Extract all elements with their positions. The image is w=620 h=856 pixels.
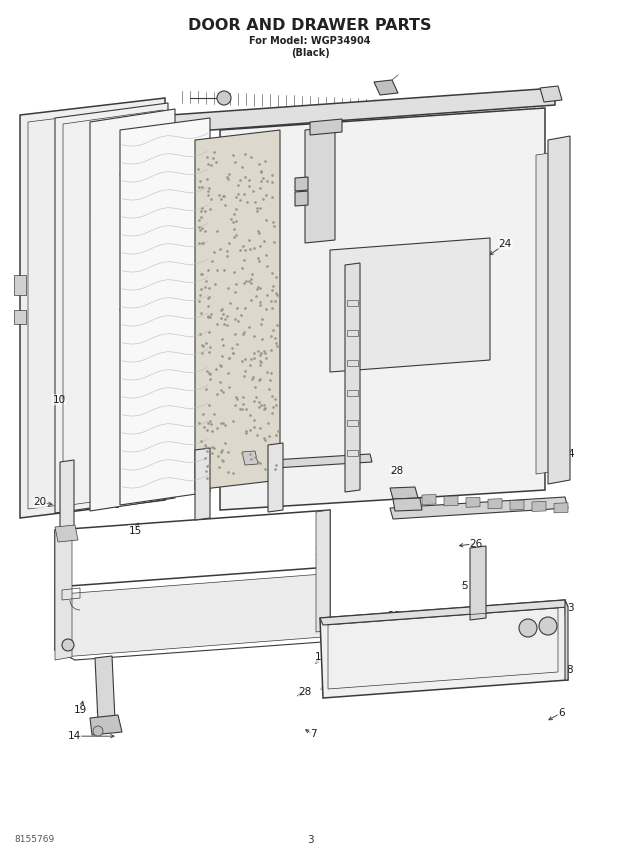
Text: For Model: WGP34904: For Model: WGP34904 — [249, 36, 371, 46]
Polygon shape — [320, 600, 568, 625]
Polygon shape — [268, 443, 283, 512]
Text: 9: 9 — [202, 372, 208, 382]
Bar — [347, 390, 358, 396]
Bar — [347, 450, 358, 456]
Text: 3: 3 — [307, 835, 313, 845]
Text: 12: 12 — [321, 680, 334, 690]
Text: 6: 6 — [558, 708, 564, 718]
Polygon shape — [548, 136, 570, 484]
Polygon shape — [90, 715, 122, 735]
Text: (Black): (Black) — [291, 48, 329, 58]
Text: 8: 8 — [566, 665, 572, 675]
Text: 20: 20 — [33, 497, 47, 508]
Text: 8155769: 8155769 — [14, 835, 55, 845]
Bar — [347, 360, 358, 366]
Text: 16: 16 — [108, 500, 122, 510]
Polygon shape — [390, 497, 568, 519]
Text: 21: 21 — [314, 547, 328, 557]
Polygon shape — [422, 495, 436, 504]
Polygon shape — [510, 500, 524, 510]
Polygon shape — [540, 86, 562, 102]
Text: 13: 13 — [207, 384, 221, 395]
Text: 4: 4 — [567, 449, 574, 459]
Polygon shape — [374, 80, 398, 95]
Polygon shape — [400, 493, 414, 503]
Polygon shape — [316, 510, 330, 632]
Circle shape — [93, 726, 103, 736]
Polygon shape — [470, 546, 486, 620]
Text: 2: 2 — [236, 363, 242, 373]
Polygon shape — [466, 497, 480, 508]
Text: 28: 28 — [298, 687, 312, 697]
Bar — [347, 330, 358, 336]
Polygon shape — [95, 656, 115, 722]
Polygon shape — [60, 460, 74, 532]
Bar — [347, 300, 358, 306]
Text: 15: 15 — [128, 526, 142, 536]
Text: 19: 19 — [74, 705, 87, 716]
Polygon shape — [320, 600, 568, 698]
Text: 21: 21 — [114, 160, 128, 170]
Text: 18: 18 — [314, 652, 328, 663]
Polygon shape — [55, 527, 72, 660]
Polygon shape — [295, 191, 308, 206]
Text: 14: 14 — [68, 731, 81, 741]
Text: 7: 7 — [310, 729, 316, 740]
Polygon shape — [120, 118, 210, 505]
Polygon shape — [240, 454, 372, 470]
Polygon shape — [393, 498, 422, 511]
Polygon shape — [20, 98, 165, 518]
Polygon shape — [55, 525, 78, 542]
Text: DOOR AND DRAWER PARTS: DOOR AND DRAWER PARTS — [188, 18, 432, 33]
Text: 28: 28 — [390, 466, 404, 476]
Text: 23: 23 — [89, 217, 103, 228]
Polygon shape — [488, 499, 502, 508]
Text: 29: 29 — [387, 611, 401, 621]
Circle shape — [519, 619, 537, 637]
Polygon shape — [345, 263, 360, 492]
Text: 5: 5 — [462, 581, 468, 591]
Circle shape — [217, 91, 231, 105]
Polygon shape — [62, 574, 323, 657]
Bar — [14, 275, 26, 295]
Polygon shape — [90, 109, 175, 511]
Text: eReplacementParts.com: eReplacementParts.com — [242, 435, 378, 445]
Polygon shape — [170, 88, 555, 133]
Polygon shape — [305, 127, 335, 243]
Polygon shape — [220, 108, 545, 510]
Polygon shape — [195, 448, 210, 520]
Text: 24: 24 — [498, 239, 512, 249]
Text: 26: 26 — [469, 538, 483, 549]
Polygon shape — [242, 451, 258, 465]
Text: 10: 10 — [52, 395, 66, 405]
Polygon shape — [565, 600, 568, 680]
Text: 0x1: 0x1 — [118, 307, 131, 313]
Polygon shape — [536, 153, 550, 474]
Text: 0x3: 0x3 — [118, 172, 131, 178]
Bar — [14, 310, 26, 324]
Polygon shape — [195, 130, 280, 490]
Text: 3: 3 — [567, 603, 574, 613]
Circle shape — [62, 639, 74, 651]
Polygon shape — [532, 502, 546, 511]
Polygon shape — [444, 496, 458, 506]
Bar — [347, 420, 358, 426]
Polygon shape — [55, 103, 168, 513]
Circle shape — [539, 617, 557, 635]
Polygon shape — [310, 119, 342, 135]
Polygon shape — [554, 502, 568, 513]
Polygon shape — [390, 487, 418, 499]
Polygon shape — [330, 238, 490, 372]
Polygon shape — [295, 177, 308, 191]
